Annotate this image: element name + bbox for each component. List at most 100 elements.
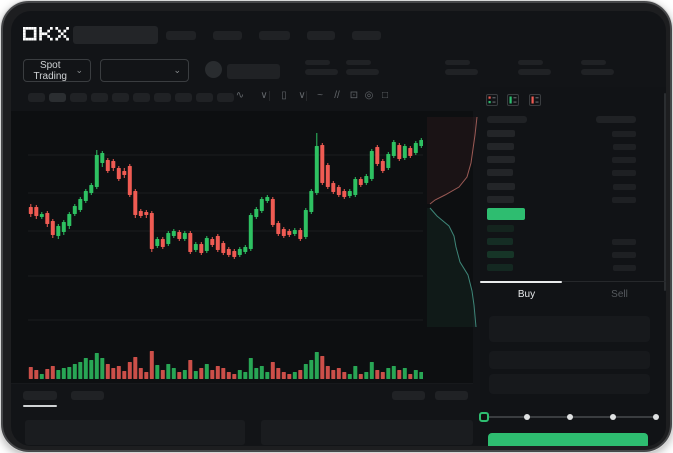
ask-row[interactable]: [480, 143, 666, 152]
candle: [303, 210, 308, 237]
candle: [50, 221, 55, 235]
nav-item-5[interactable]: [352, 31, 381, 40]
candle: [353, 179, 358, 195]
pair-name-placeholder: [227, 64, 280, 79]
book-bids-icon[interactable]: [507, 94, 520, 106]
settings-icon[interactable]: ◎: [364, 90, 374, 101]
ask-amount: [612, 131, 636, 137]
fullscreen-icon[interactable]: □: [381, 90, 389, 101]
stat-value: [445, 69, 478, 75]
compare-icon[interactable]: //: [334, 90, 340, 101]
chevron-down-icon[interactable]: ∨: [298, 90, 306, 101]
nav-item-4[interactable]: [307, 31, 335, 40]
timeframe-3[interactable]: [70, 93, 87, 102]
slider-stop-50pct[interactable]: [567, 414, 573, 420]
slider-stop-75pct[interactable]: [610, 414, 616, 420]
bottom-panel: [11, 383, 473, 446]
nav-item-3[interactable]: [259, 31, 290, 40]
ask-row[interactable]: [480, 196, 666, 205]
candle: [100, 153, 105, 163]
order-input-3[interactable]: [489, 374, 650, 394]
candle: [347, 191, 352, 196]
timeframe-1[interactable]: [28, 93, 45, 102]
last-price-bar: [487, 208, 525, 220]
ask-price: [487, 143, 514, 150]
ask-row[interactable]: [480, 130, 666, 139]
bottom-tab-1[interactable]: [23, 391, 57, 400]
nav-item-1[interactable]: [166, 31, 196, 40]
orderbook-header-price: [487, 116, 527, 123]
ask-row[interactable]: [480, 169, 666, 178]
stat-label: [346, 60, 371, 65]
candle: [325, 165, 330, 187]
depth-chart: [427, 116, 478, 328]
amount-slider-handle[interactable]: [479, 412, 489, 422]
candle: [259, 199, 264, 211]
chevron-down-icon[interactable]: ∨: [260, 90, 268, 101]
book-both-icon[interactable]: [486, 94, 498, 106]
timeframe-6[interactable]: [133, 93, 150, 102]
chevron-down-icon: ⌄: [173, 65, 181, 75]
bid-row[interactable]: [480, 225, 666, 234]
candle: [138, 211, 143, 216]
slider-stop-100pct[interactable]: [653, 414, 659, 420]
camera-icon[interactable]: ⊡: [349, 90, 359, 101]
price-chart[interactable]: [11, 111, 478, 383]
candle: [94, 155, 99, 187]
bottom-tab-2[interactable]: [71, 391, 104, 400]
bid-row[interactable]: [480, 251, 666, 260]
slider-stop-25pct[interactable]: [524, 414, 530, 420]
ticker-row: Spot Trading ⌄ ⌄: [11, 55, 666, 87]
candle: [408, 148, 413, 156]
orderbook-scrollbar[interactable]: [664, 93, 666, 291]
market-type-dropdown[interactable]: Spot Trading ⌄: [23, 59, 91, 82]
bottom-action-1[interactable]: [392, 391, 425, 400]
indicator-icon[interactable]: ∿: [235, 90, 245, 101]
stat-value: [305, 69, 338, 75]
bid-row[interactable]: [480, 264, 666, 273]
timeframe-4[interactable]: [91, 93, 108, 102]
ask-price: [487, 196, 514, 203]
app-screen: Spot Trading ⌄ ⌄ ∿ ∨ ▯ ∨ ~ // ⊡ ◎ □: [11, 11, 666, 446]
book-asks-icon[interactable]: [528, 94, 541, 106]
coin-avatar: [205, 61, 222, 78]
order-input-1[interactable]: [489, 316, 650, 342]
buy-submit-button[interactable]: [488, 433, 648, 446]
timeframe-5[interactable]: [112, 93, 129, 102]
line-tool-icon[interactable]: ~: [317, 90, 323, 101]
search-input[interactable]: [73, 26, 158, 44]
tab-buy[interactable]: Buy: [517, 289, 536, 300]
order-input-2[interactable]: [489, 351, 650, 369]
bid-row[interactable]: [480, 238, 666, 247]
tab-sell[interactable]: Sell: [611, 289, 628, 300]
ask-row[interactable]: [480, 183, 666, 192]
candle: [226, 249, 231, 255]
ask-amount: [613, 184, 636, 190]
candle: [182, 233, 187, 239]
bottom-tab-indicator: [23, 405, 57, 407]
candle: [265, 197, 270, 201]
timeframe-9[interactable]: [196, 93, 213, 102]
toolbar-divider: [269, 91, 270, 101]
timeframe-8[interactable]: [175, 93, 192, 102]
okx-logo-icon[interactable]: [23, 27, 69, 41]
ticker-stat-3: [445, 60, 485, 82]
candle-style-icon[interactable]: ▯: [281, 90, 287, 101]
ask-row[interactable]: [480, 156, 666, 165]
timeframe-7[interactable]: [154, 93, 171, 102]
candle: [111, 161, 116, 168]
nav-item-2[interactable]: [213, 31, 242, 40]
bottom-action-2[interactable]: [435, 391, 468, 400]
timeframe-10[interactable]: [217, 93, 234, 102]
candle: [83, 191, 88, 201]
ask-amount: [612, 157, 636, 163]
candlestick-chart[interactable]: [28, 115, 423, 338]
stat-label: [581, 60, 606, 65]
pair-dropdown[interactable]: ⌄: [100, 59, 189, 82]
top-navbar: [11, 11, 666, 55]
candle: [160, 239, 165, 247]
candle: [28, 207, 33, 214]
candle: [314, 146, 319, 193]
timeframe-2[interactable]: [49, 93, 66, 102]
